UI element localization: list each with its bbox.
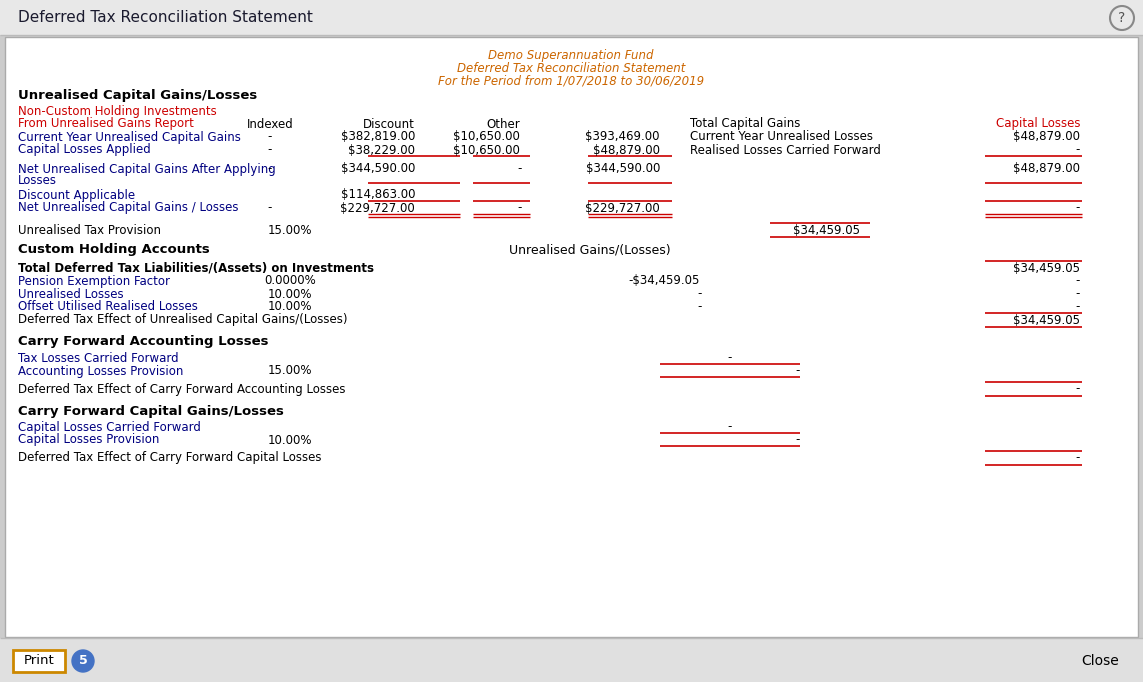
Text: -: - [267,143,272,156]
Text: Deferred Tax Effect of Carry Forward Accounting Losses: Deferred Tax Effect of Carry Forward Acc… [18,383,345,396]
Text: Current Year Unrealised Losses: Current Year Unrealised Losses [690,130,873,143]
Text: $34,459.05: $34,459.05 [793,224,860,237]
Text: -: - [796,364,800,378]
Text: Accounting Losses Provision: Accounting Losses Provision [18,364,183,378]
FancyBboxPatch shape [13,650,65,672]
Bar [0,0,1143,35]
Text: -: - [1076,201,1080,215]
Text: -: - [267,130,272,143]
Text: Net Unrealised Capital Gains After Applying: Net Unrealised Capital Gains After Apply… [18,162,275,175]
Text: -: - [518,162,522,175]
Text: $10,650.00: $10,650.00 [453,143,520,156]
Text: 10.00%: 10.00% [267,288,312,301]
Text: Tax Losses Carried Forward: Tax Losses Carried Forward [18,351,178,364]
Text: For the Period from 1/07/2018 to 30/06/2019: For the Period from 1/07/2018 to 30/06/2… [438,74,704,87]
Text: Unrealised Gains/(Losses): Unrealised Gains/(Losses) [509,243,671,256]
Bar [0,638,1143,682]
Text: Total Deferred Tax Liabilities/(Assets) on Investments: Total Deferred Tax Liabilities/(Assets) … [18,261,374,274]
Text: Current Year Unrealised Capital Gains: Current Year Unrealised Capital Gains [18,130,241,143]
Text: Losses: Losses [18,175,57,188]
Text: Carry Forward Capital Gains/Losses: Carry Forward Capital Gains/Losses [18,404,283,417]
Text: Capital Losses Carried Forward: Capital Losses Carried Forward [18,421,201,434]
Text: -: - [1076,143,1080,156]
Text: -: - [518,201,522,215]
Text: $48,879.00: $48,879.00 [1013,130,1080,143]
Text: $10,650.00: $10,650.00 [453,130,520,143]
Text: $48,879.00: $48,879.00 [1013,162,1080,175]
Text: Capital Losses Applied: Capital Losses Applied [18,143,151,156]
Text: Pension Exemption Factor: Pension Exemption Factor [18,274,170,288]
Text: Discount Applicable: Discount Applicable [18,188,135,201]
Text: $344,590.00: $344,590.00 [585,162,660,175]
Bar [5,37,1138,637]
Text: Indexed: Indexed [247,117,294,130]
Text: $229,727.00: $229,727.00 [341,201,415,215]
Text: $38,229.00: $38,229.00 [347,143,415,156]
Text: 15.00%: 15.00% [267,224,312,237]
Text: Deferred Tax Effect of Unrealised Capital Gains/(Losses): Deferred Tax Effect of Unrealised Capita… [18,314,347,327]
Text: Close: Close [1081,654,1119,668]
Text: Total Capital Gains: Total Capital Gains [690,117,800,130]
Text: Unrealised Capital Gains/Losses: Unrealised Capital Gains/Losses [18,89,257,102]
Text: Realised Losses Carried Forward: Realised Losses Carried Forward [690,143,881,156]
Text: $382,819.00: $382,819.00 [341,130,415,143]
Text: -: - [267,201,272,215]
Text: $229,727.00: $229,727.00 [585,201,660,215]
Text: Demo Superannuation Fund: Demo Superannuation Fund [488,48,654,61]
Text: 15.00%: 15.00% [267,364,312,378]
Text: -: - [728,351,733,364]
Text: Non-Custom Holding Investments: Non-Custom Holding Investments [18,104,217,117]
Text: Carry Forward Accounting Losses: Carry Forward Accounting Losses [18,336,269,349]
Text: -: - [1076,274,1080,288]
Text: -: - [698,288,702,301]
Text: -: - [698,301,702,314]
Text: Capital Losses: Capital Losses [996,117,1080,130]
Text: Capital Losses Provision: Capital Losses Provision [18,434,159,447]
Text: -: - [267,162,272,175]
Text: Deferred Tax Reconciliation Statement: Deferred Tax Reconciliation Statement [18,10,313,25]
Text: Custom Holding Accounts: Custom Holding Accounts [18,243,210,256]
Text: From Unrealised Gains Report: From Unrealised Gains Report [18,117,194,130]
Text: Unrealised Tax Provision: Unrealised Tax Provision [18,224,161,237]
Text: Net Unrealised Capital Gains / Losses: Net Unrealised Capital Gains / Losses [18,201,239,215]
Text: -: - [1076,288,1080,301]
Text: $34,459.05: $34,459.05 [1013,261,1080,274]
Text: Deferred Tax Reconciliation Statement: Deferred Tax Reconciliation Statement [457,61,685,74]
Text: -: - [1076,451,1080,464]
Text: $393,469.00: $393,469.00 [585,130,660,143]
Text: 10.00%: 10.00% [267,301,312,314]
Text: $114,863.00: $114,863.00 [341,188,415,201]
Text: 10.00%: 10.00% [267,434,312,447]
Text: -$34,459.05: -$34,459.05 [629,274,700,288]
Circle shape [72,650,94,672]
Text: $344,590.00: $344,590.00 [341,162,415,175]
Text: ?: ? [1118,11,1126,25]
Text: Discount: Discount [363,117,415,130]
Text: Other: Other [486,117,520,130]
Text: 5: 5 [79,655,87,668]
Text: -: - [728,421,733,434]
Text: -: - [796,434,800,447]
Text: Unrealised Losses: Unrealised Losses [18,288,123,301]
Text: -: - [1076,301,1080,314]
Text: $48,879.00: $48,879.00 [593,143,660,156]
Text: Offset Utilised Realised Losses: Offset Utilised Realised Losses [18,301,198,314]
Text: Print: Print [24,655,55,668]
Text: 0.0000%: 0.0000% [264,274,315,288]
Text: $34,459.05: $34,459.05 [1013,314,1080,327]
Text: Deferred Tax Effect of Carry Forward Capital Losses: Deferred Tax Effect of Carry Forward Cap… [18,451,321,464]
Text: -: - [1076,383,1080,396]
